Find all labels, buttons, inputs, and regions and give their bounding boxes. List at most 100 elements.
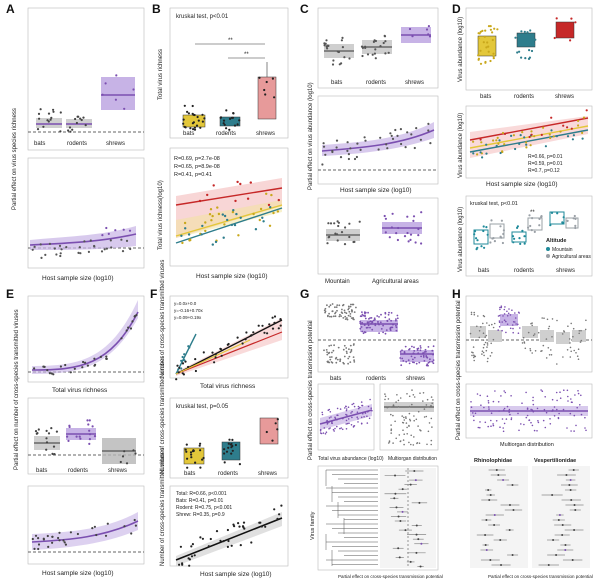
data-point (377, 148, 380, 151)
data-point (478, 32, 481, 35)
data-point (187, 345, 190, 348)
data-point (68, 126, 72, 129)
panel-g-dist-frame (379, 383, 439, 451)
data-point (399, 440, 402, 442)
data-point (397, 226, 400, 230)
data-point (335, 361, 338, 364)
data-point (47, 432, 51, 435)
f-legend-1: y=0.0x+0.0 (174, 301, 197, 306)
data-point (476, 239, 479, 242)
panel-d: bats rodents shrews Virus abundance (log… (458, 7, 593, 277)
data-point (397, 399, 400, 402)
data-point (347, 357, 350, 360)
data-point (417, 234, 420, 237)
data-point (480, 245, 483, 248)
f-ylabel-top: Number of cross-species transmitted viru… (160, 260, 166, 378)
data-point (350, 412, 352, 414)
forest-point (397, 515, 400, 518)
data-point (544, 145, 548, 148)
data-point (550, 349, 552, 351)
data-point (541, 350, 543, 352)
data-point (498, 139, 501, 142)
data-point (544, 426, 547, 429)
data-point (187, 365, 190, 369)
data-point (359, 148, 362, 151)
data-point (93, 435, 97, 438)
data-point (390, 226, 393, 229)
data-point (34, 430, 38, 433)
data-point (412, 361, 414, 364)
data-point (324, 153, 327, 156)
data-point (532, 39, 535, 42)
data-point (276, 517, 279, 521)
data-point (579, 341, 582, 343)
data-point (419, 138, 422, 141)
data-point (495, 139, 498, 142)
data-point (374, 324, 377, 327)
data-point (322, 432, 325, 434)
data-point (481, 350, 484, 353)
data-point (71, 128, 74, 131)
data-point (548, 133, 551, 136)
data-point (324, 311, 326, 314)
data-point (335, 139, 339, 142)
data-point (349, 344, 352, 347)
data-point (374, 48, 377, 51)
data-point (517, 332, 520, 335)
data-point (322, 142, 325, 145)
data-point (577, 358, 580, 361)
data-point (194, 369, 197, 373)
data-point (184, 360, 187, 363)
box (522, 326, 538, 338)
data-point (33, 547, 36, 551)
data-point (503, 132, 507, 135)
data-point (353, 240, 356, 243)
data-point (374, 57, 377, 60)
data-point (525, 141, 528, 144)
data-point (37, 428, 40, 431)
data-point (225, 109, 228, 112)
data-point (584, 416, 586, 419)
data-point (502, 229, 505, 232)
data-point (344, 311, 346, 314)
data-point (62, 539, 65, 542)
data-point (510, 395, 512, 397)
data-point (232, 209, 235, 212)
data-point (498, 325, 501, 328)
data-point (331, 351, 333, 354)
data-point (75, 121, 78, 125)
data-point (347, 308, 350, 311)
data-point (358, 220, 361, 223)
data-point (529, 29, 532, 32)
data-point (413, 350, 416, 352)
data-point (532, 34, 535, 38)
data-point (321, 163, 324, 166)
data-point (378, 332, 380, 334)
data-point (499, 306, 501, 309)
data-point (239, 216, 242, 219)
data-point (88, 438, 91, 441)
data-point (360, 416, 363, 419)
data-point (562, 356, 564, 358)
data-point (328, 417, 331, 419)
data-point (551, 336, 553, 338)
data-point (566, 135, 570, 138)
data-point (527, 226, 530, 229)
forest-point (564, 544, 567, 546)
data-point (348, 222, 351, 225)
data-point (263, 331, 266, 334)
data-point (191, 104, 194, 108)
data-point (101, 93, 104, 96)
data-point (395, 319, 397, 322)
data-point (383, 214, 386, 218)
data-point (422, 354, 425, 357)
data-point (526, 414, 529, 417)
data-point (512, 241, 515, 244)
box-rodents-mountain (511, 231, 527, 243)
data-point (324, 307, 327, 310)
data-point (474, 412, 477, 415)
panel-a-bottom-frame (27, 157, 145, 269)
data-point (335, 356, 338, 359)
data-point (428, 422, 431, 424)
data-point (366, 53, 370, 56)
